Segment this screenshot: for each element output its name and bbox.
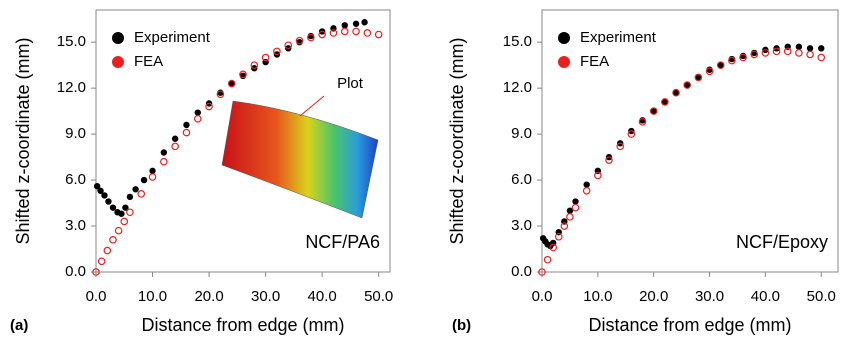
data-point: [127, 209, 133, 215]
inset-plot: [222, 96, 378, 218]
data-point: [544, 257, 550, 263]
data-point: [375, 31, 381, 37]
legend-label: FEA: [580, 53, 609, 70]
data-point: [342, 28, 348, 34]
y-tick-label: 9.0: [65, 125, 86, 142]
x-tick-label: 40.0: [308, 288, 337, 305]
x-tick-label: 10.0: [138, 288, 167, 305]
x-tick-label: 40.0: [751, 288, 780, 305]
data-point: [172, 143, 178, 149]
data-point: [138, 191, 144, 197]
data-point: [121, 218, 127, 224]
figure: 0.0 10.0 20.0 30.0 40.0 50.0 0.0 3.0 6.0 9.0 12.0 1…: [0, 0, 844, 340]
inset-pointer: [300, 96, 324, 116]
data-point: [572, 204, 578, 210]
data-point: [115, 227, 121, 233]
data-point: [104, 247, 110, 253]
data-point: [342, 22, 348, 28]
data-point: [195, 116, 201, 122]
data-point: [807, 45, 813, 51]
data-point: [583, 188, 589, 194]
data-point: [195, 109, 201, 115]
x-tick-label: 0.0: [532, 288, 553, 305]
x-tick-label: 20.0: [194, 288, 223, 305]
data-point: [101, 192, 107, 198]
data-point: [110, 204, 116, 210]
y-tick-label: 12.0: [57, 79, 86, 96]
y-tick-label: 6.0: [511, 171, 532, 188]
x-tick-label: 50.0: [807, 288, 836, 305]
y-tick-label: 3.0: [511, 217, 532, 234]
data-point: [796, 50, 802, 56]
x-tick-label: 50.0: [364, 288, 393, 305]
data-point: [141, 177, 147, 183]
data-point: [807, 51, 813, 57]
x-tick-label: 0.0: [86, 288, 107, 305]
y-axis-label: Shifted z-coordinate (mm): [447, 37, 467, 244]
panel-label: (a): [10, 317, 28, 334]
data-point: [796, 44, 802, 50]
x-axis-label: Distance from edge (mm): [141, 315, 344, 335]
data-point: [127, 194, 133, 200]
legend-marker: [112, 32, 124, 44]
legend-label: FEA: [134, 53, 163, 70]
x-tick-label: 30.0: [695, 288, 724, 305]
data-point: [364, 30, 370, 36]
y-tick-label: 15.0: [57, 33, 86, 50]
y-tick-label: 9.0: [511, 125, 532, 142]
legend-label: Experiment: [580, 29, 657, 46]
data-point: [183, 129, 189, 135]
legend-label: Experiment: [134, 29, 211, 46]
x-tick-label: 30.0: [251, 288, 280, 305]
annotation: NCF/Epoxy: [736, 232, 828, 252]
data-point: [98, 258, 104, 264]
data-point: [161, 158, 167, 164]
data-point: [105, 198, 111, 204]
data-point: [353, 21, 359, 27]
annotation: NCF/PA6: [305, 232, 380, 252]
inset-label: Plot: [337, 75, 364, 92]
data-point: [161, 149, 167, 155]
data-point: [183, 122, 189, 128]
legend-marker: [112, 56, 124, 68]
data-point: [110, 237, 116, 243]
y-tick-label: 3.0: [65, 217, 86, 234]
y-tick-label: 15.0: [503, 33, 532, 50]
data-point: [361, 19, 367, 25]
data-point: [149, 174, 155, 180]
data-point: [172, 136, 178, 142]
data-point: [572, 198, 578, 204]
data-point: [353, 28, 359, 34]
inset-surface: [222, 101, 378, 218]
data-point: [567, 214, 573, 220]
legend-marker: [558, 56, 570, 68]
x-tick-label: 20.0: [639, 288, 668, 305]
y-axis-label: Shifted z-coordinate (mm): [13, 37, 33, 244]
panel-label: (b): [452, 317, 471, 334]
y-tick-label: 6.0: [65, 171, 86, 188]
data-point: [149, 168, 155, 174]
legend-marker: [558, 32, 570, 44]
x-tick-label: 10.0: [583, 288, 612, 305]
x-axis-label: Distance from edge (mm): [588, 315, 791, 335]
y-tick-label: 0.0: [65, 263, 86, 280]
data-point: [818, 45, 824, 51]
data-point: [583, 181, 589, 187]
y-tick-label: 12.0: [503, 79, 532, 96]
data-point: [132, 186, 138, 192]
y-tick-label: 0.0: [511, 263, 532, 280]
data-point: [118, 211, 124, 217]
data-point: [818, 54, 824, 60]
